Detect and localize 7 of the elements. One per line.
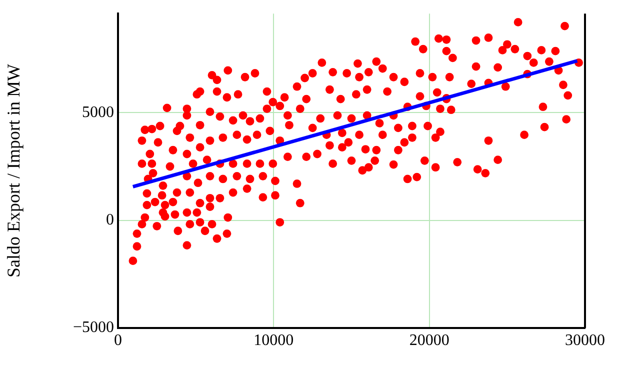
y-tick-label: −5000	[72, 319, 114, 336]
y-tick-label: 5000	[82, 104, 114, 121]
x-tick-label: 20000	[409, 332, 450, 349]
y-axis-title: Saldo Export / Import in MW	[4, 64, 24, 278]
x-tick-label: 10000	[254, 332, 294, 349]
y-tick-label: 0	[106, 212, 114, 229]
x-tick-label: 30000	[565, 332, 605, 349]
